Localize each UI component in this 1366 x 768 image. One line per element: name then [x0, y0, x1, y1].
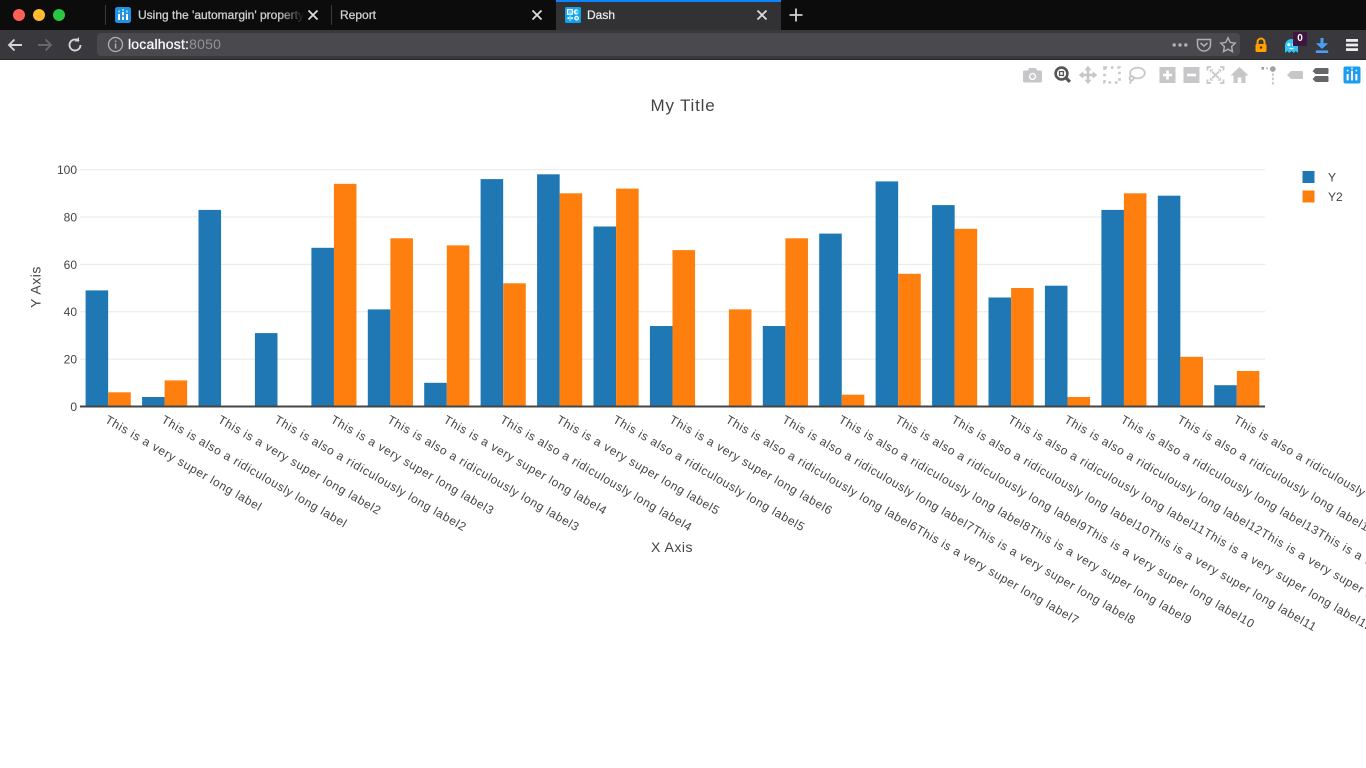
svg-text:80: 80 — [64, 211, 78, 225]
svg-text:This is also a ridiculously lo: This is also a ridiculously long label10… — [949, 412, 1319, 634]
svg-text:Y Axis: Y Axis — [28, 266, 44, 308]
svg-text:My Title: My Title — [651, 96, 716, 115]
svg-text:0: 0 — [70, 400, 77, 414]
svg-text:Y2: Y2 — [1328, 190, 1343, 204]
svg-text:40: 40 — [64, 305, 78, 319]
svg-text:20: 20 — [64, 353, 78, 367]
svg-text:Y: Y — [1328, 171, 1336, 185]
svg-text:X Axis: X Axis — [651, 539, 693, 555]
svg-text:60: 60 — [64, 258, 78, 272]
svg-text:100: 100 — [57, 163, 77, 177]
